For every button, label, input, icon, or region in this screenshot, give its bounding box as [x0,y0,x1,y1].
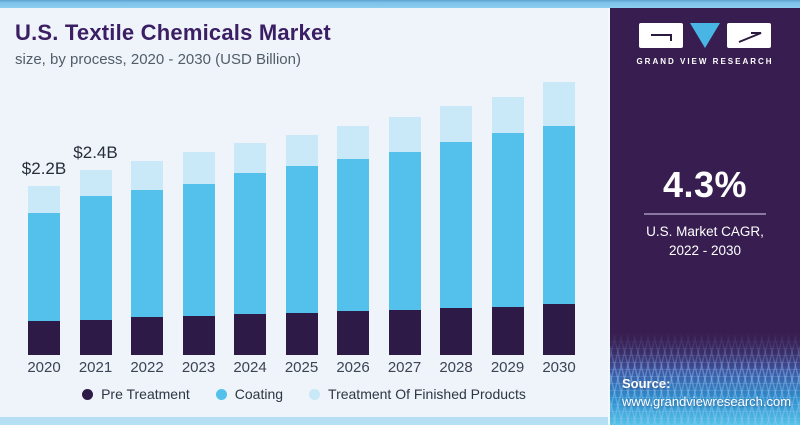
bar-segment [285,312,318,355]
bar-segment [234,173,266,315]
bar-2022 [131,161,163,355]
x-axis-label: 2020 [27,359,61,376]
cagr-label-line1: U.S. Market CAGR, [646,224,764,239]
bar-segment [491,97,524,134]
bar-2024 [234,143,266,355]
bar-segment [79,196,112,320]
bar-segment [182,315,215,355]
x-axis-label: 2027 [387,359,422,376]
bar-segment [440,105,472,142]
bar-2029 [491,97,524,355]
bar-value-label: $2.2B [21,158,67,178]
logo-v-triangle-icon [690,23,720,48]
x-axis-label: 2026 [336,359,370,376]
logo-g-icon [639,23,683,48]
header: U.S. Textile Chemicals Market size, by p… [15,20,595,68]
bar-segment [28,321,60,355]
bar-segment [131,317,163,355]
gvr-logo [610,23,800,48]
chart-legend: Pre Treatment Coating Treatment Of Finishe… [0,386,608,402]
mesh-graphic: Source: www.grandviewresearch.com [610,333,800,425]
bar-2020 [28,185,60,355]
bar-2021 [79,170,112,355]
legend-dot-icon [309,388,321,400]
bar-segment [337,311,369,355]
bar-segment [285,134,318,167]
x-axis-label: 2029 [490,359,525,376]
page-subtitle: size, by process, 2020 - 2030 (USD Billi… [15,51,301,68]
bar-segment [28,212,60,322]
x-axis-label: 2025 [284,359,319,376]
legend-label: Treatment Of Finished Products [328,386,526,402]
bar-segment [131,189,163,318]
legend-item: Coating [215,386,284,402]
bar-segment [491,133,524,307]
brand-panel: GRAND VIEW RESEARCH 4.3% U.S. Market CAG… [608,8,800,425]
cagr-label-line2: 2022 - 2030 [668,242,742,258]
bar-2030 [543,81,575,355]
source-label: Source: [622,376,671,391]
bottom-accent-strip [0,417,610,425]
bar-2028 [440,105,472,355]
cagr-divider [644,213,766,215]
bar-segment [182,184,215,316]
bar-segment [543,81,575,126]
x-axis-label: 2030 [542,359,576,376]
x-axis-label: 2024 [233,359,267,376]
x-axis-label: 2022 [130,359,164,376]
legend-item: Treatment Of Finished Products [309,386,526,402]
bar-2023 [182,152,215,355]
bar-2026 [337,126,369,355]
bar-2025 [285,134,318,355]
x-axis-label: 2028 [439,359,473,376]
bar-segment [440,308,472,355]
page-title: U.S. Textile Chemicals Market [15,20,331,45]
cagr-value: 4.3% [662,164,748,205]
legend-label: Pre Treatment [101,386,190,402]
bar-segment [285,166,318,313]
legend-item: Pre Treatment [82,386,190,402]
source-block: Source: www.grandviewresearch.com [622,376,791,409]
source-url: www.grandviewresearch.com [622,394,792,409]
legend-dot-icon [82,388,94,400]
bar-value-label: $2.4B [73,143,118,163]
bar-segment [79,170,112,197]
top-accent-strip [0,0,800,8]
cagr-callout: 4.3% U.S. Market CAGR, 2022 - 2030 [610,164,800,261]
bar-segment [234,314,266,355]
bar-segment [388,117,421,152]
bar-segment [79,319,112,355]
bar-2027 [388,117,421,355]
logo-r-icon [727,23,771,48]
bar-segment [337,126,369,159]
bar-segment [131,161,163,190]
legend-dot-icon [215,388,227,400]
x-axis-label: 2023 [181,359,216,376]
bar-segment [388,310,421,355]
bar-segment [182,152,215,185]
bar-segment [388,151,421,311]
bar-segment [234,143,266,174]
bar-segment [543,125,575,305]
legend-label: Coating [234,386,284,402]
bar-chart: 2020 2021 2022 2023 2024 2025 2026 2027 2028 2029… [21,81,576,376]
bar-segment [491,306,524,355]
bar-segment [28,185,60,213]
x-axis-label: 2021 [78,359,113,376]
brand-name: GRAND VIEW RESEARCH [636,57,774,66]
bar-segment [440,141,472,308]
bar-segment [337,158,369,312]
bar-segment [543,304,575,355]
